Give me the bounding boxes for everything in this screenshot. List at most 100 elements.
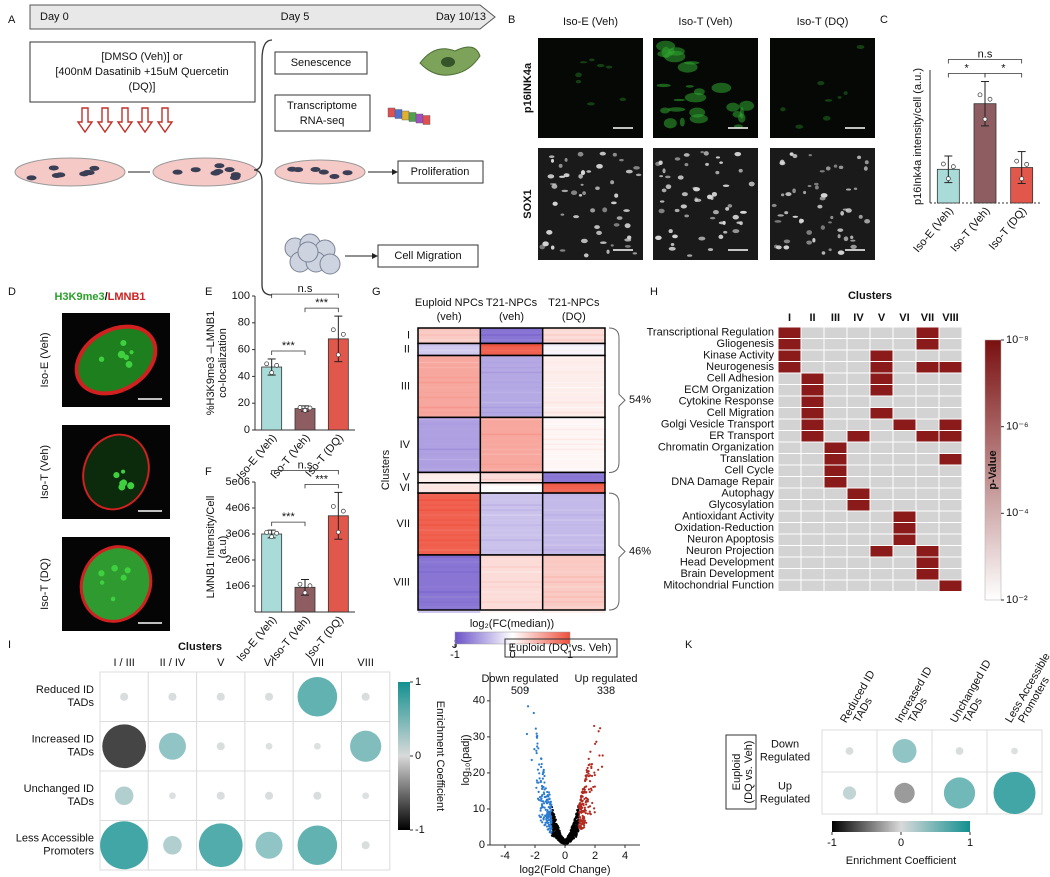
sox1-nucleus [837,250,845,255]
sox1-nucleus [845,188,852,191]
gene-point [573,830,577,833]
p16-signal [679,117,685,127]
empty-cell [800,453,825,466]
significance-label: * [1001,62,1006,74]
empty-cell [938,326,963,339]
gene-point [549,806,552,809]
empty-cell [823,556,848,569]
group-label: 54% [629,394,651,406]
gene-point [541,821,544,824]
empty-cell [892,349,917,362]
sox1-nucleus [806,240,813,245]
sox1-nucleus [664,175,671,179]
gene-point [589,774,592,777]
gene-point [589,750,592,753]
cell [210,170,221,176]
enriched-cell [777,361,802,374]
cell [48,165,59,171]
gene-point [597,768,600,771]
p16-signal [605,65,613,69]
gene-point [567,836,571,839]
replicate-dot [330,327,336,333]
sox1-nucleus [821,251,826,255]
gene-point [569,838,573,841]
column-header: IV [853,312,864,324]
term-label: Cytokine Response [679,396,774,408]
p16-signal [663,118,677,129]
x-axis-label: log2(Fold Change) [519,864,610,876]
gene-point [547,813,551,817]
significance-label: n.s [298,283,313,295]
y-tick-label: 40 [238,370,250,382]
sox1-nucleus [632,252,638,255]
gene-point [544,815,548,818]
sox1-nucleus [734,152,742,157]
sox1-nucleus [738,168,743,173]
gene-point [574,828,578,831]
bubble [350,730,382,762]
gene-point [578,826,581,829]
heterochromatin-focus [111,564,118,572]
bubble [216,791,225,800]
rna-block [387,107,396,118]
colorbar-label: Enrichment Coefficient [434,701,446,811]
sox1-nucleus [550,245,555,250]
treatment-text: [DMSO (Veh)] or [101,51,183,63]
gene-point [535,745,539,748]
heatmap-cell [418,472,481,483]
bubble [198,823,243,868]
column-header: I [788,312,791,324]
empty-cell [846,326,871,339]
gene-point [557,838,560,841]
bubble [102,724,147,769]
column-header: VI [264,657,274,669]
row-label: TADs [67,697,94,709]
nucleus [441,57,455,67]
sox1-nucleus [812,238,816,243]
timeline-label: Day 5 [281,11,310,23]
gene-point [590,763,594,766]
sox1-nucleus [736,221,742,225]
enriched-cell [800,430,825,443]
cell [310,167,321,173]
p16-signal [795,124,804,129]
gene-point [578,803,581,806]
sox1-nucleus [563,173,570,178]
sox1-nucleus [606,249,610,254]
culture-dish [14,157,126,187]
sox1-nucleus [546,230,553,235]
replicate-dot [302,408,308,413]
colorbar-tick-label: 10⁻⁶ [1006,421,1029,433]
bubble [265,742,273,750]
sox1-nucleus [837,228,844,232]
colorbar-label: p-Value [987,450,999,489]
empty-cell [915,384,940,397]
row-label: II [404,343,410,355]
readout-text: Senescence [291,57,352,69]
empty-cell [846,418,871,431]
empty-cell [915,395,940,408]
gene-point [544,787,547,790]
empty-cell [823,579,848,592]
readout-text: Cell Migration [394,250,461,262]
empty-cell [892,361,917,374]
sox1-nucleus [842,208,849,211]
empty-cell [869,430,894,443]
sox1-nucleus [723,230,728,234]
heterochromatin-focus [120,479,128,487]
gene-point [573,833,576,836]
empty-cell [777,430,802,443]
chart-title: Euploid (DQ vs. Veh) [509,642,612,654]
enriched-cell [800,407,825,420]
cell [342,170,353,176]
row-label: Increased ID [32,734,94,746]
nucleus [74,324,158,396]
gene-point [541,777,544,780]
y-tick-label: 20 [238,397,250,409]
sox1-nucleus [550,158,555,163]
sox1-nucleus [619,158,624,162]
sox1-nucleus [680,204,687,209]
heterochromatin-focus [98,356,105,362]
empty-cell [869,510,894,523]
